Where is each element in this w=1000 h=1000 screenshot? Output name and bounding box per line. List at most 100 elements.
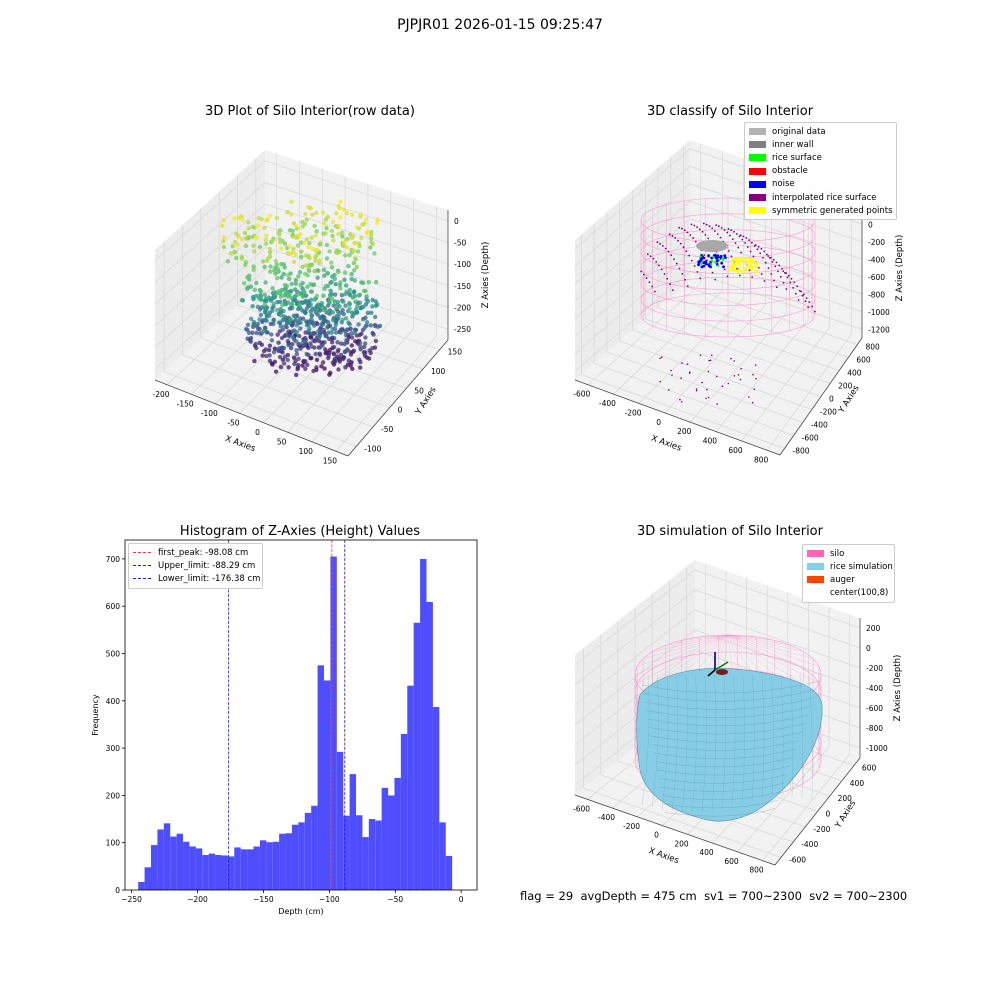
rice-surface-point	[700, 262, 703, 266]
raw-point	[351, 311, 356, 317]
raw-point	[290, 342, 295, 347]
raw-point	[354, 264, 359, 270]
raw-point	[339, 230, 345, 235]
noise-point	[697, 260, 701, 264]
raw-point	[369, 310, 374, 315]
grid-line	[574, 235, 691, 337]
grid-line	[264, 247, 449, 308]
rice-mesh-line	[711, 674, 717, 811]
raw-point	[311, 320, 316, 325]
raw-point	[329, 330, 334, 335]
classify-legend: original data inner wall rice surface obsta…	[744, 122, 897, 221]
grid-line	[311, 328, 414, 442]
raw-point	[296, 274, 301, 279]
interpolated-point	[707, 237, 710, 240]
interpolated-point	[730, 357, 732, 360]
histogram-bar	[356, 815, 363, 890]
histogram-bar	[144, 867, 151, 890]
panel-classify-title: 3D classify of Silo Interior	[646, 104, 814, 119]
rice-mesh-line	[661, 791, 782, 800]
raw-point	[321, 327, 326, 333]
rice-surface-point	[716, 264, 720, 267]
y-tick-label: 0	[826, 810, 831, 819]
inner-wall-cluster	[696, 240, 728, 252]
z-tick-label: -200	[454, 304, 471, 313]
interpolated-point	[779, 275, 782, 278]
z-axis-label: Z Axies (Depth)	[893, 655, 903, 722]
interpolated-point	[758, 266, 760, 269]
noise-point	[702, 256, 706, 260]
raw-point	[296, 356, 301, 361]
raw-point	[352, 256, 358, 261]
raw-point	[248, 316, 254, 321]
histogram-bar	[151, 845, 158, 890]
interpolated-point	[692, 237, 694, 240]
raw-point	[291, 355, 297, 360]
raw-point	[349, 335, 355, 340]
x-tick-label: 0	[654, 831, 659, 840]
rice-mesh-line	[659, 782, 785, 792]
legend-swatch	[749, 141, 766, 149]
raw-point	[336, 367, 341, 372]
raw-point	[286, 329, 291, 334]
raw-point	[325, 271, 330, 276]
raw-point	[297, 302, 302, 307]
z-tick-label: -150	[454, 282, 471, 291]
histogram-bar	[445, 855, 453, 890]
raw-point	[250, 304, 255, 309]
raw-point	[331, 344, 337, 350]
rice-surface-point	[710, 259, 714, 263]
grid-line	[632, 329, 822, 397]
interpolated-point	[789, 281, 792, 284]
interpolated-point	[688, 254, 690, 257]
raw-point	[344, 211, 350, 216]
raw-point	[311, 282, 317, 287]
raw-point	[259, 217, 264, 222]
interpolated-point	[811, 305, 814, 308]
x-tick-label: -600	[573, 804, 590, 813]
raw-point	[280, 302, 285, 308]
raw-point	[365, 229, 371, 235]
raw-point	[331, 238, 336, 243]
interpolated-point	[698, 228, 701, 231]
x-tick-label: −50	[387, 895, 403, 904]
raw-point	[315, 247, 320, 252]
raw-point	[358, 344, 363, 349]
histogram-bar	[413, 622, 421, 890]
raw-point	[292, 314, 297, 319]
raw-point	[267, 343, 273, 348]
interpolated-point	[714, 278, 717, 281]
z-tick-label: -50	[454, 239, 466, 248]
interpolated-point	[660, 268, 663, 271]
raw-point	[298, 232, 303, 237]
raw-point	[364, 294, 369, 299]
histogram-title: Histogram of Z-Axies (Height) Values	[179, 524, 421, 539]
raw-point	[244, 236, 249, 241]
raw-point	[271, 319, 276, 324]
rice-surface-point	[717, 257, 721, 261]
rice-mesh-line	[701, 674, 707, 813]
raw-point	[286, 343, 291, 348]
histogram-bar	[336, 751, 344, 890]
raw-point	[254, 234, 259, 240]
raw-point	[336, 223, 341, 228]
interpolated-point	[668, 233, 671, 236]
raw-point	[288, 317, 294, 322]
interpolated-point	[656, 241, 659, 244]
raw-point	[262, 302, 267, 307]
raw-point	[271, 301, 276, 306]
y-tick-label: 0	[115, 886, 120, 895]
raw-point	[331, 351, 336, 356]
interpolated-point	[737, 246, 740, 249]
raw-point	[333, 330, 339, 335]
grid-line	[689, 270, 863, 330]
raw-point	[285, 209, 290, 215]
interpolated-point	[686, 285, 689, 288]
raw-point	[290, 329, 295, 334]
symmetric-point	[732, 263, 735, 267]
raw-point	[343, 332, 349, 338]
rice-mesh-line	[658, 774, 788, 784]
raw-point	[313, 351, 318, 357]
raw-point	[317, 352, 323, 358]
interpolated-point	[648, 281, 651, 283]
